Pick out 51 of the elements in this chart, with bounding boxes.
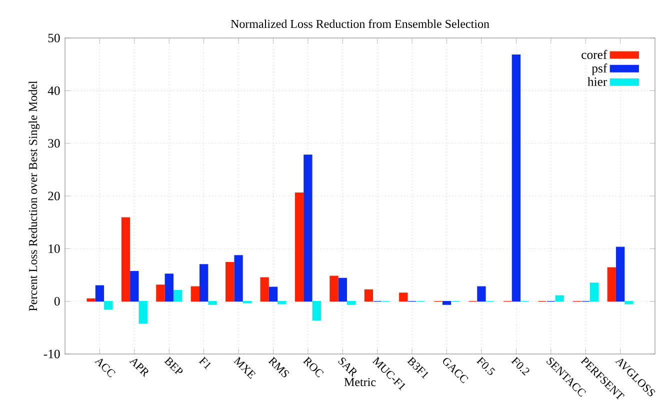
bar (294, 192, 304, 302)
bar (173, 290, 182, 302)
y-tick-label: 20 (48, 192, 60, 200)
bar (200, 264, 208, 302)
bar (86, 298, 96, 302)
bar (512, 54, 521, 302)
bar (304, 154, 312, 302)
x-tick-label: ACC (94, 358, 116, 378)
legend-label: coref (582, 50, 608, 59)
legend-label: hier (588, 77, 608, 86)
bar (226, 262, 234, 302)
y-tick-label: 30 (48, 139, 60, 148)
bar (95, 285, 104, 302)
bar (260, 277, 269, 302)
bar (330, 276, 338, 302)
bar (477, 286, 486, 302)
bar (312, 300, 321, 321)
bar (234, 255, 243, 302)
bar (338, 278, 347, 302)
bar (399, 292, 408, 302)
y-tick-label: 50 (48, 34, 60, 42)
bar (156, 284, 165, 302)
bar (164, 274, 174, 302)
y-tick-label: -10 (44, 350, 60, 358)
bar (104, 300, 113, 310)
x-tick-label: F0.2 (511, 356, 530, 376)
bar (616, 246, 625, 302)
bar (442, 300, 452, 305)
y-axis-title: Percent Loss Reduction over Best Single Model (28, 80, 40, 311)
x-tick-label: F0.5 (476, 356, 496, 375)
bar (555, 295, 564, 302)
bar (278, 300, 286, 304)
bar (607, 267, 616, 302)
x-tick-label: APR (129, 358, 148, 378)
y-tick-label: 0 (54, 297, 60, 306)
bar (590, 282, 599, 302)
bar (138, 300, 148, 324)
x-tick-label: BEP (164, 356, 183, 374)
bar (130, 270, 139, 302)
bar (347, 300, 356, 305)
bar (121, 217, 130, 302)
legend-label: psf (592, 64, 608, 76)
bar (624, 300, 634, 304)
y-tick-label: 40 (48, 86, 60, 95)
bar (190, 286, 200, 302)
x-tick-label: F1 (198, 356, 211, 370)
bar (268, 286, 278, 302)
bar (364, 289, 374, 302)
y-tick-label: 10 (48, 244, 60, 253)
bar (208, 300, 217, 305)
chart-title: Normalized Loss Reduction from Ensemble Selection (230, 19, 490, 28)
